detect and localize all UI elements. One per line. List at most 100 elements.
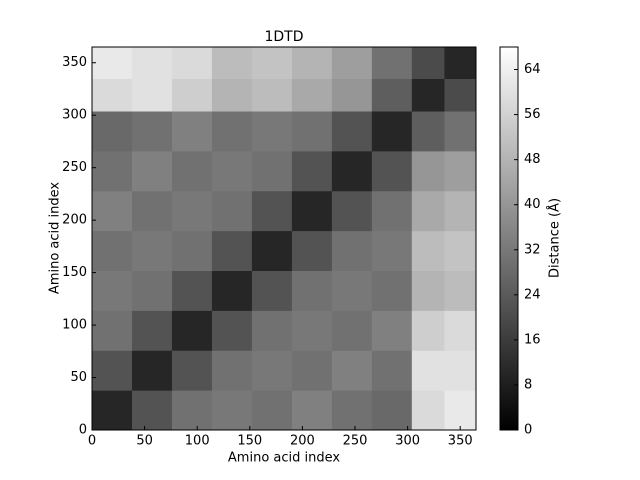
heatmap-cell — [291, 150, 333, 192]
heatmap-cell — [411, 150, 445, 192]
heatmap-cell — [371, 47, 413, 79]
heatmap-cell — [171, 78, 213, 112]
x-tick-label: 0 — [88, 434, 96, 449]
x-tick-label: 100 — [185, 434, 210, 449]
heatmap-cell — [331, 47, 373, 79]
heatmap-cell — [411, 111, 445, 152]
heatmap-cell — [92, 150, 133, 192]
heatmap-cell — [171, 190, 213, 232]
heatmap-cell — [171, 270, 213, 311]
heatmap-cell — [92, 310, 133, 351]
heatmap-cell — [211, 111, 253, 152]
heatmap-cell — [131, 190, 173, 232]
colorbar — [499, 46, 519, 431]
colorbar-tick-label: 56 — [524, 107, 541, 122]
heatmap-cell — [211, 350, 253, 391]
x-tick-label: 150 — [237, 434, 262, 449]
heatmap-cell — [92, 78, 133, 112]
heatmap-cell — [371, 270, 413, 311]
heatmap-cell — [171, 310, 213, 351]
heatmap-cell — [211, 47, 253, 79]
heatmap-cell — [251, 47, 293, 79]
heatmap-cell — [211, 310, 253, 351]
plot-frame — [91, 46, 477, 431]
heatmap-cell — [131, 310, 173, 351]
heatmap-cell — [291, 190, 333, 232]
heatmap-cell — [211, 390, 253, 431]
heatmap-cell — [131, 350, 173, 391]
heatmap-cell — [331, 270, 373, 311]
heatmap-cell — [251, 150, 293, 192]
heatmap-cell — [131, 111, 173, 152]
heatmap-cell — [371, 78, 413, 112]
heatmap-cell — [171, 230, 213, 272]
heatmap-cell — [92, 190, 133, 232]
heatmap-cell — [371, 310, 413, 351]
heatmap-cell — [331, 350, 373, 391]
x-tick-label: 50 — [136, 434, 153, 449]
heatmap-cell — [131, 78, 173, 112]
heatmap-cell — [371, 190, 413, 232]
colorbar-label: Distance (Å) — [547, 198, 563, 278]
heatmap-cell — [371, 111, 413, 152]
colorbar-tick-label: 32 — [524, 242, 541, 257]
heatmap-cell — [251, 230, 293, 272]
colorbar-tick-label: 24 — [524, 287, 541, 302]
heatmap-cell — [331, 310, 373, 351]
x-tick-label: 250 — [343, 434, 368, 449]
y-tick-label: 150 — [62, 265, 87, 280]
heatmap-cell — [211, 150, 253, 192]
chart-title: 1DTD — [264, 29, 303, 45]
heatmap-cell — [251, 350, 293, 391]
heatmap-cell — [171, 390, 213, 431]
heatmap-cell — [92, 111, 133, 152]
heatmap-cell — [291, 47, 333, 79]
y-axis-label: Amino acid index — [48, 182, 63, 294]
colorbar-tick-label: 16 — [524, 332, 541, 347]
heatmap-cell — [251, 190, 293, 232]
heatmap-cell — [131, 150, 173, 192]
heatmap-cell — [92, 390, 133, 431]
heatmap-cell — [444, 78, 477, 112]
heatmap-cell — [411, 310, 445, 351]
heatmap-cell — [331, 190, 373, 232]
heatmap-cell — [444, 270, 477, 311]
x-axis-label: Amino acid index — [228, 451, 340, 466]
heatmap-cell — [371, 150, 413, 192]
heatmap-cell — [411, 47, 445, 79]
heatmap-cell — [291, 350, 333, 391]
heatmap-cell — [371, 390, 413, 431]
heatmap-cell — [291, 270, 333, 311]
heatmap-cell — [92, 350, 133, 391]
heatmap-cell — [444, 150, 477, 192]
y-tick-label: 300 — [62, 108, 87, 123]
heatmap-cell — [444, 47, 477, 79]
colorbar-tick-label: 0 — [524, 423, 532, 438]
y-tick-label: 0 — [79, 423, 87, 438]
heatmap-cell — [171, 350, 213, 391]
y-tick-label: 50 — [70, 370, 87, 385]
heatmap-cell — [411, 270, 445, 311]
colorbar-tick-label: 40 — [524, 197, 541, 212]
heatmap-cell — [371, 230, 413, 272]
heatmap-cell — [411, 350, 445, 391]
colorbar-tick-label: 8 — [524, 377, 532, 392]
heatmap-cell — [291, 78, 333, 112]
heatmap-cell — [251, 390, 293, 431]
heatmap-cell — [251, 111, 293, 152]
heatmap-cell — [251, 78, 293, 112]
y-tick-label: 350 — [62, 55, 87, 70]
heatmap-cell — [92, 270, 133, 311]
y-tick-label: 200 — [62, 213, 87, 228]
heatmap-cell — [131, 270, 173, 311]
heatmap-cell — [331, 150, 373, 192]
heatmap-cell — [291, 230, 333, 272]
heatmap-cell — [444, 350, 477, 391]
heatmap-cell — [331, 78, 373, 112]
heatmap-cell — [211, 270, 253, 311]
heatmap-cell — [131, 47, 173, 79]
heatmap-cell — [411, 230, 445, 272]
heatmap-cell — [411, 390, 445, 431]
heatmap-cell — [171, 47, 213, 79]
